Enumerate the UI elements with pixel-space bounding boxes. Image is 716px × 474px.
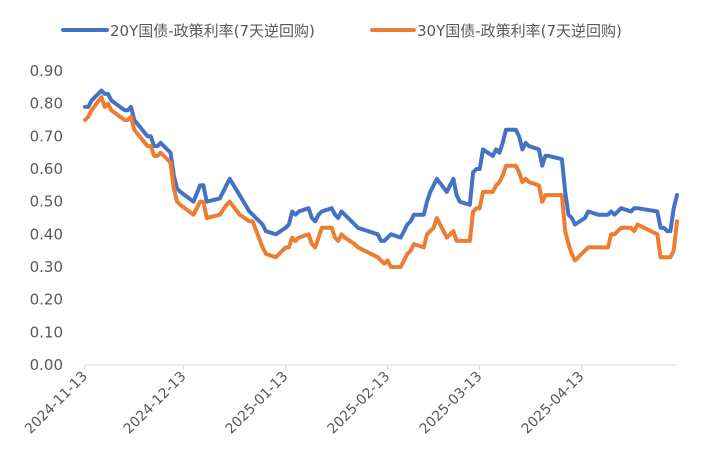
x-tick-label: 2024-12-13 bbox=[121, 369, 190, 438]
y-tick-label: 0.80 bbox=[30, 95, 63, 113]
legend-label-series-1: 20Y国债-政策利率(7天逆回购) bbox=[110, 22, 315, 40]
legend: 20Y国债-政策利率(7天逆回购) 30Y国债-政策利率(7天逆回购) bbox=[61, 22, 622, 40]
y-tick-label: 0.40 bbox=[30, 225, 63, 243]
y-tick-label: 0.50 bbox=[30, 193, 63, 211]
x-tick-label: 2025-01-13 bbox=[223, 369, 292, 438]
x-axis-ticks bbox=[84, 365, 583, 370]
y-tick-label: 0.70 bbox=[30, 127, 63, 145]
series-line-1 bbox=[83, 88, 679, 243]
x-tick-label: 2025-02-13 bbox=[325, 369, 394, 438]
y-tick-label: 0.30 bbox=[30, 258, 63, 276]
x-tick-label: 2024-11-13 bbox=[22, 369, 91, 438]
y-tick-label: 0.90 bbox=[30, 62, 63, 80]
x-tick-label: 2025-03-13 bbox=[417, 369, 486, 438]
series-lines bbox=[83, 88, 679, 269]
y-tick-label: 0.00 bbox=[30, 356, 63, 374]
y-axis-tick-labels: 0.00 0.10 0.20 0.30 0.40 0.50 0.60 0.70 0.80 0.90 bbox=[30, 62, 63, 374]
x-axis-tick-labels: 2024-11-13 2024-12-13 2025-01-13 2025-02-13… bbox=[22, 369, 587, 438]
y-tick-label: 0.60 bbox=[30, 160, 63, 178]
legend-label-series-2: 30Y国债-政策利率(7天逆回购) bbox=[417, 22, 622, 40]
series-line-2 bbox=[83, 95, 679, 269]
y-tick-label: 0.10 bbox=[30, 323, 63, 341]
y-tick-label: 0.20 bbox=[30, 291, 63, 309]
x-tick-label: 2025-04-13 bbox=[519, 369, 588, 438]
